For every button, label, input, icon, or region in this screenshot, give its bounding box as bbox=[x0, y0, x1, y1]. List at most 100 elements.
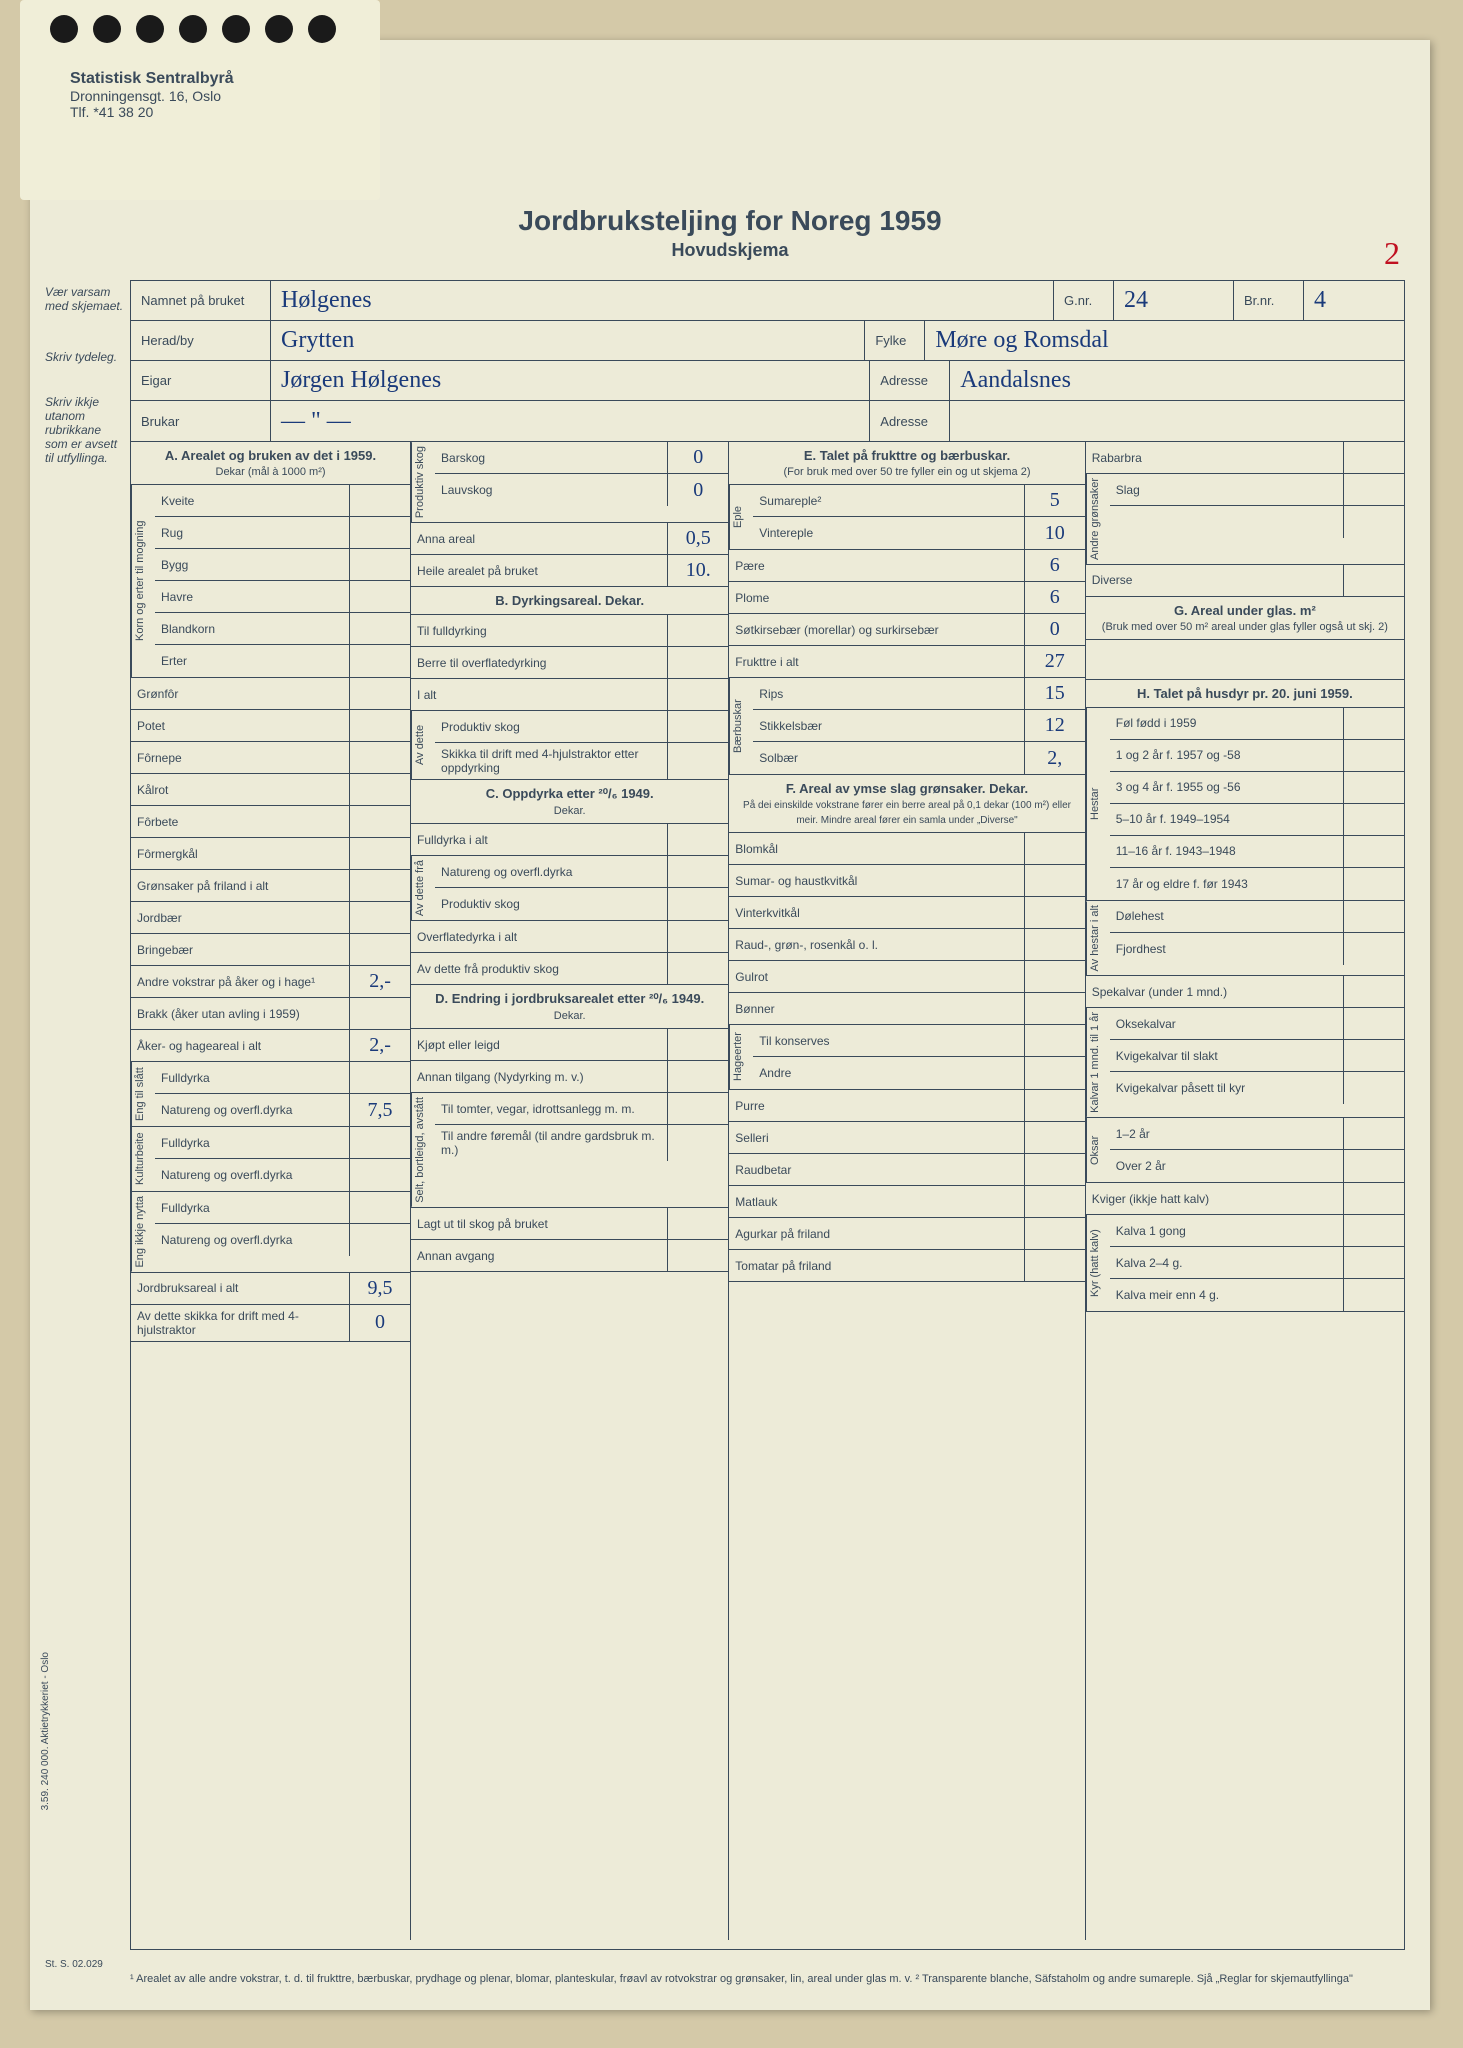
kalvar-label: Oksekalvar bbox=[1110, 1008, 1344, 1039]
btop-row: Barskog0 bbox=[435, 442, 728, 474]
kalvar-label: Kvigekalvar til slakt bbox=[1110, 1040, 1344, 1071]
c-val bbox=[668, 824, 728, 855]
baer-group-label: Bærbuskar bbox=[729, 678, 753, 774]
f-row: Vinterkvitkål bbox=[729, 897, 1084, 929]
kultur-label: Natureng og overfl.dyrka bbox=[155, 1159, 350, 1191]
hestar-group-label: Hestar bbox=[1086, 708, 1110, 900]
diverse-label: Diverse bbox=[1086, 565, 1344, 596]
korn-row: Erter bbox=[155, 645, 410, 677]
f2-row: Agurkar på friland bbox=[729, 1218, 1084, 1250]
total-label: Jordbruksareal i alt bbox=[131, 1273, 350, 1304]
korn-val bbox=[350, 581, 410, 612]
header-fields: Namnet på bruket Hølgenes G.nr. 24 Br.nr… bbox=[131, 281, 1404, 442]
header-tab: Statistisk Sentralbyrå Dronningensgt. 16… bbox=[20, 0, 380, 200]
baer-label: Rips bbox=[753, 678, 1024, 709]
kalvar-row: Oksekalvar bbox=[1110, 1008, 1404, 1040]
f2-row: Matlauk bbox=[729, 1186, 1084, 1218]
a-label: Grønsaker på friland i alt bbox=[131, 870, 350, 901]
d-val bbox=[668, 1061, 728, 1092]
eigar-value: Jørgen Hølgenes bbox=[271, 361, 870, 400]
eng-val: 7,5 bbox=[350, 1094, 410, 1126]
korn-val bbox=[350, 645, 410, 677]
page-number: 2 bbox=[1384, 235, 1400, 272]
oksar-group-label: Oksar bbox=[1086, 1118, 1110, 1182]
a-val: 2,- bbox=[350, 966, 410, 997]
eigar-adr-value: Aandalsnes bbox=[950, 361, 1404, 400]
e-row: Pære6 bbox=[729, 550, 1084, 582]
korn-row: Havre bbox=[155, 581, 410, 613]
e-label: Plome bbox=[729, 582, 1024, 613]
kultur-val bbox=[350, 1127, 410, 1158]
engikkje-row: Natureng og overfl.dyrka bbox=[155, 1224, 410, 1256]
baer-label: Stikkelsbær bbox=[753, 710, 1024, 741]
avhest-group-label: Av hestar i alt bbox=[1086, 901, 1110, 975]
hestar-label: 1 og 2 år f. 1957 og -58 bbox=[1110, 740, 1344, 771]
footnote: ¹ Arealet av alle andre vokstrar, t. d. … bbox=[130, 1973, 1400, 1985]
f-val bbox=[1025, 993, 1085, 1024]
a-label: Grønfôr bbox=[131, 678, 350, 709]
f2-label: Agurkar på friland bbox=[729, 1218, 1024, 1249]
eple-group-label: Eple bbox=[729, 485, 753, 549]
b-label: I alt bbox=[411, 679, 668, 710]
f-label: Blomkål bbox=[729, 833, 1024, 864]
kultur-group-label: Kulturbeite bbox=[131, 1127, 155, 1191]
section-a-subtitle: Dekar (mål à 1000 m²) bbox=[216, 466, 326, 478]
baer-val: 15 bbox=[1025, 678, 1085, 709]
print-info: 3.59. 240 000. Aktietrykkeriet - Oslo bbox=[40, 1652, 51, 1810]
total-val: 9,5 bbox=[350, 1273, 410, 1304]
a-row: Kålrot bbox=[131, 774, 410, 806]
section-e-subtitle: (For bruk med over 50 tre fyller ein og … bbox=[784, 466, 1031, 478]
a-row: Grønfôr bbox=[131, 678, 410, 710]
engikkje-label: Natureng og overfl.dyrka bbox=[155, 1224, 350, 1256]
herad-label: Herad/by bbox=[131, 321, 271, 360]
eng-label: Fulldyrka bbox=[155, 1062, 350, 1093]
c2-row: Overflatedyrka i alt bbox=[411, 921, 728, 953]
a-label: Åker- og hageareal i alt bbox=[131, 1030, 350, 1061]
a-label: Fôrbete bbox=[131, 806, 350, 837]
b-label: Til fulldyrking bbox=[411, 615, 668, 646]
btop2-label: Anna areal bbox=[411, 523, 668, 554]
section-f-subtitle: På dei einskilde vokstrane fører ein ber… bbox=[743, 800, 1071, 826]
korn-row: Bygg bbox=[155, 549, 410, 581]
diverse-val bbox=[1344, 565, 1404, 596]
org-address: Dronningensgt. 16, Oslo bbox=[70, 88, 234, 104]
hestar-val bbox=[1344, 868, 1404, 900]
diverse-row: Diverse bbox=[1086, 565, 1404, 597]
c-av-val bbox=[668, 888, 728, 920]
d-selt-label: Til andre føremål (til andre gardsbruk m… bbox=[435, 1125, 668, 1161]
e-row: Søtkirsebær (morellar) og surkirsebær0 bbox=[729, 614, 1084, 646]
section-g-title: G. Areal under glas. m² bbox=[1174, 603, 1316, 618]
d2-label: Annan avgang bbox=[411, 1240, 668, 1271]
kviger-label: Kviger (ikkje hatt kalv) bbox=[1086, 1183, 1344, 1214]
d-label: Annan tilgang (Nydyrking m. v.) bbox=[411, 1061, 668, 1092]
eng-val bbox=[350, 1062, 410, 1093]
f-label: Gulrot bbox=[729, 961, 1024, 992]
a-val bbox=[350, 902, 410, 933]
btop2-row: Heile arealet på bruket10. bbox=[411, 555, 728, 587]
total-val: 0 bbox=[350, 1305, 410, 1341]
btop2-row: Anna areal0,5 bbox=[411, 523, 728, 555]
kviger-val bbox=[1344, 1183, 1404, 1214]
d2-val bbox=[668, 1240, 728, 1271]
baer-val: 12 bbox=[1025, 710, 1085, 741]
brukar-value: — " — bbox=[271, 401, 870, 441]
c-av-val bbox=[668, 856, 728, 887]
hestar-row: Føl fødd i 1959 bbox=[1110, 708, 1404, 740]
a-val bbox=[350, 870, 410, 901]
avhest-val bbox=[1344, 933, 1404, 965]
kyr-group-label: Kyr (hatt kalv) bbox=[1086, 1215, 1110, 1311]
d2-label: Lagt ut til skog på bruket bbox=[411, 1208, 668, 1239]
hage-label: Andre bbox=[753, 1057, 1024, 1089]
a-val bbox=[350, 742, 410, 773]
f-row: Raud-, grøn-, rosenkål o. l. bbox=[729, 929, 1084, 961]
engikkje-val bbox=[350, 1192, 410, 1223]
eigar-label: Eigar bbox=[131, 361, 271, 400]
section-d-head: D. Endring i jordbruksarealet etter ²⁰/₆… bbox=[411, 985, 728, 1029]
brukar-label: Brukar bbox=[131, 401, 271, 441]
kalvar-row: Kvigekalvar til slakt bbox=[1110, 1040, 1404, 1072]
b-label: Berre til overflatedyrking bbox=[411, 647, 668, 678]
avhest-row: Fjordhest bbox=[1110, 933, 1404, 965]
andre-label: Slag bbox=[1110, 474, 1344, 505]
engikkje-label: Fulldyrka bbox=[155, 1192, 350, 1223]
andre-group-label: Andre grønsaker bbox=[1086, 474, 1110, 564]
